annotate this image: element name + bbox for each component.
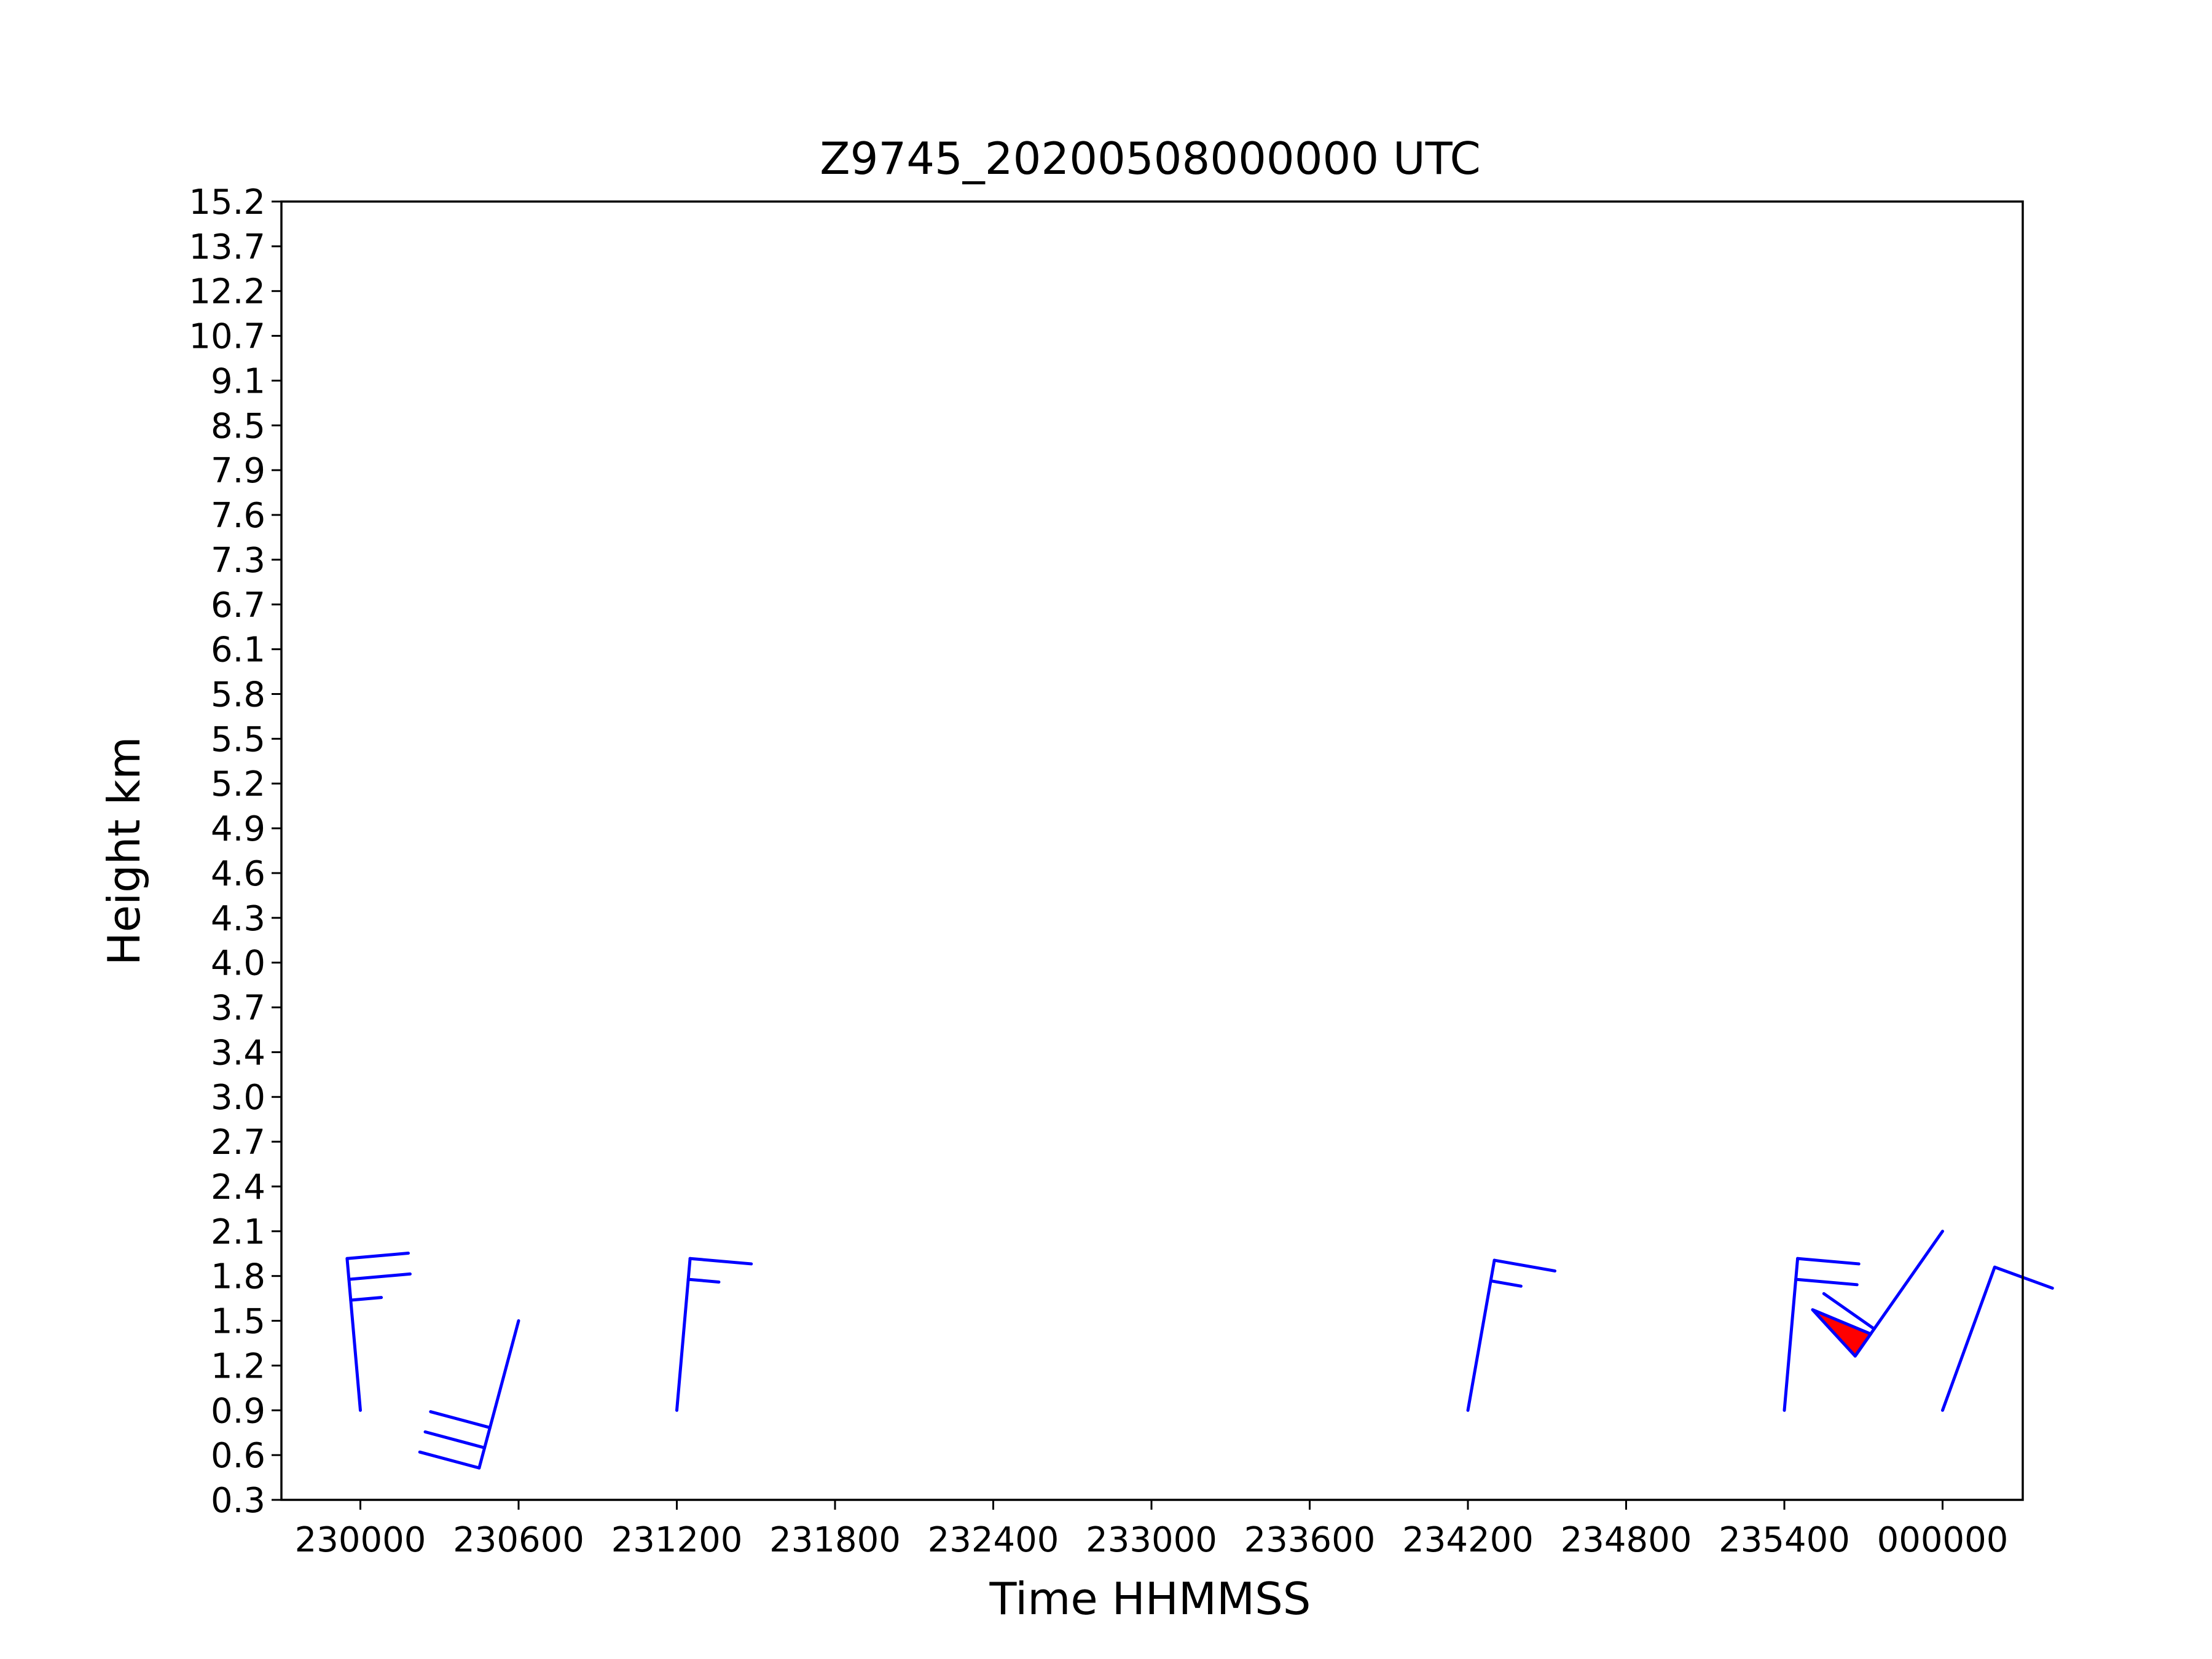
y-tick-label: 6.7 xyxy=(211,586,265,626)
y-tick-label: 3.4 xyxy=(211,1033,265,1073)
x-tick-label: 230000 xyxy=(295,1520,426,1560)
x-tick-label: 233600 xyxy=(1244,1520,1376,1560)
barb-shaft xyxy=(1941,1265,1996,1412)
y-axis: 0.3 0.6 0.9 1.21.5 1.8 2.1 2.42.7 3.0 3.43.7 4.0 4… xyxy=(189,182,281,1521)
x-axis-label: Time HHMMSS xyxy=(989,1573,1311,1625)
x-tick-label: 234800 xyxy=(1561,1520,1692,1560)
x-tick-label: 232400 xyxy=(928,1520,1059,1560)
y-tick-label: 1.2 xyxy=(211,1346,265,1386)
wind-barb xyxy=(1811,1230,1944,1358)
y-axis-label: Height km xyxy=(98,737,150,966)
barb-half xyxy=(1489,1279,1523,1288)
y-tick-label: 15.2 xyxy=(189,182,265,222)
chart-title: Z9745_20200508000000 UTC xyxy=(820,133,1481,184)
barb-full xyxy=(418,1450,481,1470)
y-tick-label: 5.5 xyxy=(211,720,265,759)
y-tick-label: 7.3 xyxy=(211,541,265,581)
barb-half xyxy=(349,1296,383,1302)
barb-full xyxy=(1822,1292,1876,1331)
wind-barb xyxy=(1466,1258,1557,1412)
y-tick-label: 1.5 xyxy=(211,1302,265,1342)
barb-half xyxy=(686,1277,721,1284)
barb-shaft xyxy=(1783,1257,1800,1412)
wind-barb xyxy=(418,1319,520,1470)
wind-barb xyxy=(675,1257,753,1412)
barb-shaft xyxy=(1466,1258,1496,1412)
barb-full xyxy=(1492,1258,1557,1273)
y-tick-label: 2.4 xyxy=(211,1167,265,1207)
x-axis: 230000 230600 231200 231800 232400 233000 2336… xyxy=(295,1500,2009,1560)
y-tick-label: 6.1 xyxy=(211,630,265,670)
y-tick-label: 13.7 xyxy=(189,227,265,267)
barb-full xyxy=(429,1410,492,1429)
barb-full xyxy=(347,1272,412,1281)
y-tick-label: 9.1 xyxy=(211,361,265,401)
y-tick-label: 7.6 xyxy=(211,496,265,536)
barb-shaft xyxy=(675,1257,692,1412)
y-tick-label: 2.1 xyxy=(211,1212,265,1252)
y-tick-label: 12.2 xyxy=(189,272,265,312)
y-tick-label: 5.8 xyxy=(211,675,265,715)
y-tick-label: 2.7 xyxy=(211,1123,265,1163)
y-tick-label: 4.3 xyxy=(211,899,265,939)
y-tick-label: 1.8 xyxy=(211,1257,265,1297)
barb-shaft xyxy=(477,1319,520,1470)
y-tick-label: 10.7 xyxy=(189,317,265,357)
wind-barb xyxy=(1783,1257,1861,1412)
barb-pennant xyxy=(1811,1308,1872,1358)
y-tick-label: 0.3 xyxy=(211,1481,265,1521)
barb-full xyxy=(423,1430,487,1449)
x-tick-label: 234200 xyxy=(1402,1520,1534,1560)
x-tick-label: 233000 xyxy=(1086,1520,1217,1560)
x-tick-label: 231200 xyxy=(611,1520,743,1560)
x-tick-label: 230600 xyxy=(453,1520,584,1560)
barb-full xyxy=(1796,1257,1861,1266)
barb-full xyxy=(345,1252,410,1260)
barb-full xyxy=(688,1257,753,1266)
x-tick-label: 235400 xyxy=(1719,1520,1850,1560)
y-tick-label: 0.9 xyxy=(211,1391,265,1431)
y-tick-label: 0.6 xyxy=(211,1436,265,1476)
plot-frame xyxy=(280,200,2024,1501)
barb-shaft xyxy=(345,1257,362,1412)
y-tick-label: 3.7 xyxy=(211,989,265,1029)
y-tick-label: 4.9 xyxy=(211,809,265,849)
y-tick-label: 7.9 xyxy=(211,451,265,491)
wind-barb xyxy=(345,1252,412,1412)
x-tick-label: 000000 xyxy=(1877,1520,2009,1560)
y-tick-label: 8.5 xyxy=(211,406,265,446)
wind-barbs xyxy=(345,1230,2054,1470)
y-tick-label: 5.2 xyxy=(211,764,265,804)
x-tick-label: 231800 xyxy=(769,1520,901,1560)
y-tick-label: 4.0 xyxy=(211,944,265,984)
barb-full xyxy=(1794,1277,1859,1287)
y-tick-label: 3.0 xyxy=(211,1078,265,1118)
wind-barb xyxy=(1941,1265,2054,1412)
y-tick-label: 4.6 xyxy=(211,854,265,894)
